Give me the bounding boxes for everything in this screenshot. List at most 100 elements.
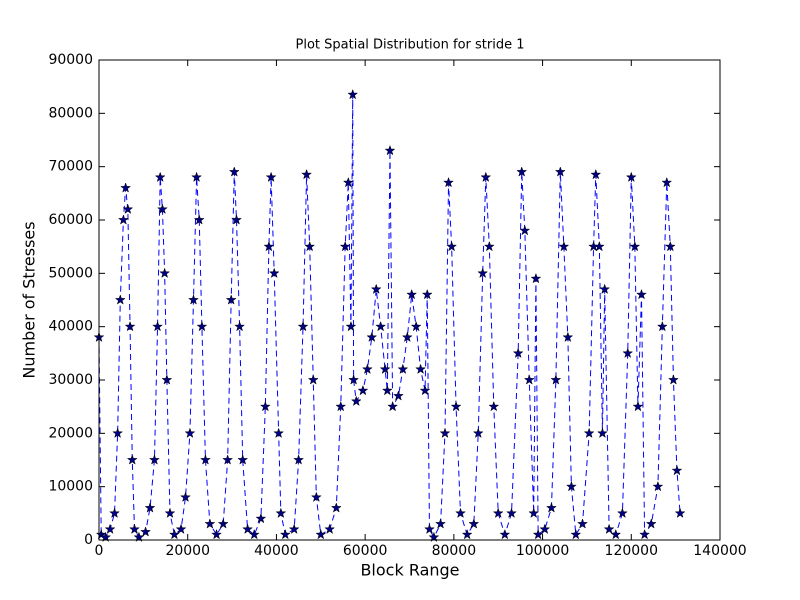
data-point bbox=[259, 400, 271, 412]
data-point bbox=[421, 288, 433, 300]
data-point bbox=[370, 283, 382, 294]
data-line bbox=[98, 94, 681, 539]
data-point bbox=[129, 523, 140, 534]
data-point bbox=[315, 528, 327, 540]
data-point bbox=[539, 523, 551, 534]
data-point bbox=[310, 491, 322, 502]
data-point bbox=[577, 518, 588, 529]
data-point bbox=[348, 374, 360, 385]
data-point bbox=[461, 528, 473, 540]
data-point bbox=[345, 320, 357, 332]
data-point bbox=[480, 171, 492, 182]
data-point bbox=[629, 240, 641, 252]
data-point bbox=[301, 168, 313, 180]
data-point bbox=[180, 491, 191, 502]
data-point bbox=[124, 320, 136, 332]
data-point bbox=[472, 427, 484, 438]
y-tick-label: 20000 bbox=[48, 425, 93, 441]
data-point bbox=[95, 528, 107, 540]
data-point bbox=[419, 384, 431, 396]
data-point bbox=[512, 347, 524, 358]
x-tick-label: 20000 bbox=[165, 543, 210, 559]
data-point bbox=[379, 363, 391, 374]
data-point bbox=[387, 400, 399, 412]
x-tick-label: 40000 bbox=[254, 543, 299, 559]
data-point bbox=[126, 454, 138, 465]
data-point bbox=[632, 400, 644, 412]
data-point bbox=[565, 480, 577, 492]
data-point bbox=[406, 288, 418, 300]
data-point bbox=[477, 267, 489, 278]
data-point bbox=[184, 427, 196, 438]
y-tick-label: 80000 bbox=[48, 105, 93, 121]
data-point bbox=[350, 395, 362, 406]
plot-frame bbox=[98, 59, 721, 541]
data-point bbox=[622, 347, 634, 358]
y-tick-label: 0 bbox=[84, 532, 93, 548]
data-point bbox=[401, 331, 413, 342]
data-point bbox=[293, 454, 305, 465]
y-tick-label: 50000 bbox=[48, 265, 93, 281]
data-point bbox=[175, 523, 187, 534]
y-tick-label: 90000 bbox=[48, 52, 93, 68]
data-point bbox=[330, 502, 342, 513]
data-point bbox=[237, 454, 249, 465]
data-point bbox=[435, 518, 447, 529]
data-point bbox=[375, 320, 387, 332]
data-point bbox=[100, 531, 112, 542]
data-point bbox=[492, 507, 504, 518]
data-point bbox=[361, 363, 373, 374]
data-point bbox=[159, 267, 171, 278]
data-point bbox=[450, 400, 462, 412]
data-point bbox=[397, 363, 409, 374]
data-point bbox=[204, 518, 216, 529]
data-point bbox=[545, 502, 557, 513]
data-point bbox=[562, 331, 574, 342]
data-point bbox=[297, 320, 309, 332]
data-point bbox=[599, 283, 611, 294]
data-point bbox=[410, 320, 422, 332]
data-point bbox=[550, 374, 562, 385]
data-point bbox=[392, 390, 404, 401]
data-point bbox=[384, 144, 396, 156]
data-point bbox=[217, 518, 229, 529]
data-point bbox=[468, 518, 480, 529]
data-point bbox=[234, 320, 246, 332]
data-point bbox=[590, 168, 602, 180]
data-point bbox=[154, 171, 166, 182]
x-axis-label: Block Range bbox=[360, 561, 459, 580]
data-point bbox=[144, 502, 156, 513]
data-point bbox=[307, 374, 319, 385]
data-point bbox=[265, 171, 277, 182]
data-point bbox=[415, 363, 427, 374]
data-point bbox=[117, 214, 129, 225]
data-point bbox=[304, 240, 316, 252]
data-point bbox=[530, 272, 542, 284]
data-point bbox=[263, 240, 275, 252]
data-point bbox=[288, 523, 300, 534]
data-point bbox=[610, 528, 622, 540]
x-tick-label: 140000 bbox=[693, 543, 746, 559]
data-point bbox=[443, 176, 455, 188]
data-point bbox=[674, 507, 686, 518]
data-point bbox=[439, 427, 451, 438]
data-point bbox=[324, 523, 336, 534]
y-tick-label: 40000 bbox=[48, 319, 93, 335]
data-point bbox=[112, 427, 124, 438]
data-point bbox=[140, 526, 152, 537]
data-point bbox=[519, 224, 531, 236]
data-point bbox=[516, 166, 528, 177]
y-tick-label: 60000 bbox=[48, 212, 93, 228]
data-point bbox=[366, 331, 378, 342]
data-point bbox=[423, 523, 435, 534]
data-point bbox=[636, 288, 647, 300]
data-point bbox=[667, 374, 679, 385]
data-point bbox=[273, 427, 285, 438]
data-point bbox=[446, 240, 458, 252]
data-point bbox=[656, 320, 668, 332]
data-point bbox=[228, 166, 240, 177]
x-tick-label: 60000 bbox=[343, 543, 388, 559]
data-point bbox=[196, 320, 208, 332]
data-point bbox=[248, 528, 260, 540]
